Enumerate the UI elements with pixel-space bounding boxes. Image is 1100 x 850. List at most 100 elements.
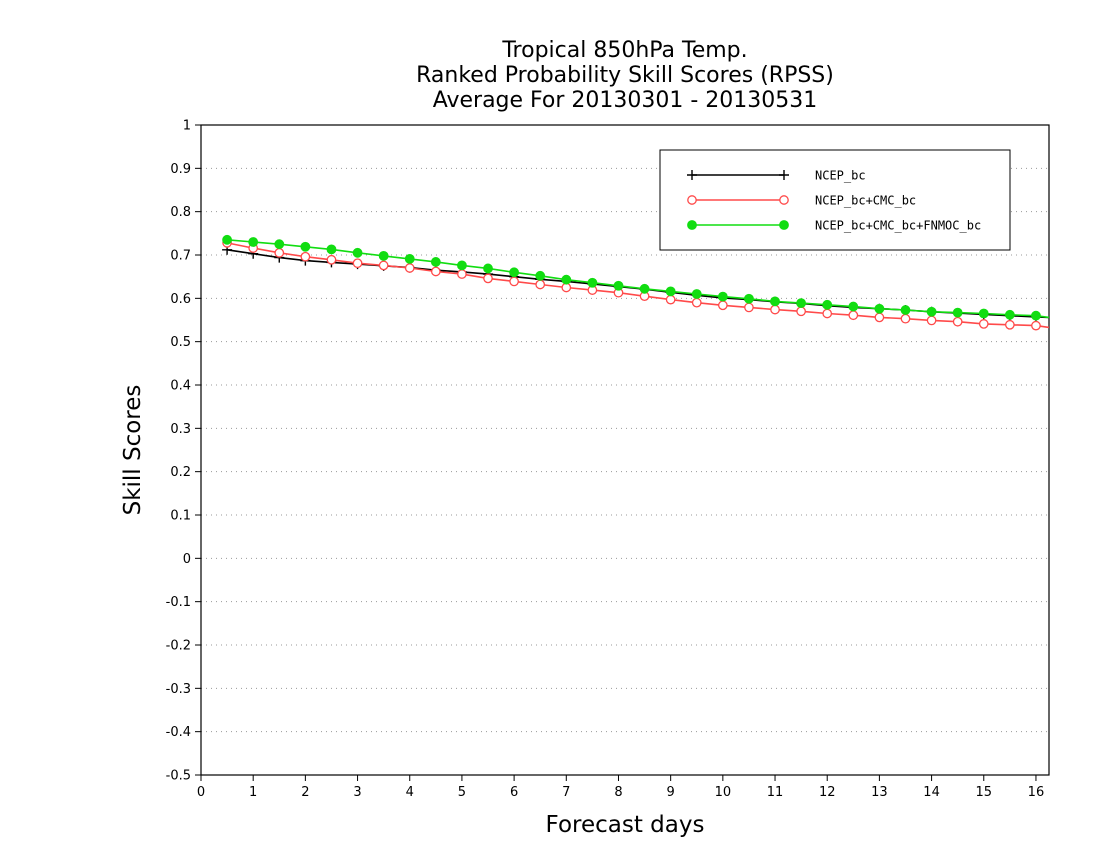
y-tick-label: 0.6	[170, 292, 191, 307]
chart-title-line-1: Tropical 850hPa Temp.	[501, 38, 747, 63]
data-point	[717, 291, 728, 302]
y-tick-label: -0.5	[166, 769, 191, 784]
y-tick-label: 0.4	[170, 379, 191, 394]
data-point	[900, 313, 911, 324]
data-point	[687, 195, 697, 205]
x-tick-label: 16	[1028, 785, 1045, 800]
data-point	[848, 301, 859, 312]
legend-item: NCEP_bc+CMC_bc	[687, 194, 916, 208]
y-tick-label: -0.2	[166, 639, 191, 654]
legend-item: NCEP_bc	[687, 169, 866, 183]
y-axis: -0.5 -0.4 -0.3 -0.2 -0.1 0 0.1 0.2 0.3 0.4 0.5 0.6 0…	[166, 119, 201, 784]
data-point	[822, 308, 833, 319]
x-tick-label: 15	[975, 785, 992, 800]
data-point	[326, 244, 337, 255]
series-3	[222, 234, 1050, 321]
data-point	[900, 305, 911, 315]
legend-label: NCEP_bc+CMC_bc+FNMOC_bc	[815, 219, 981, 233]
data-point	[535, 270, 546, 281]
data-point	[457, 260, 467, 271]
data-point	[404, 254, 415, 264]
data-point	[926, 315, 937, 326]
data-point	[822, 299, 833, 310]
x-tick-label: 9	[667, 785, 675, 800]
data-point	[874, 303, 885, 314]
x-tick-label: 7	[562, 785, 570, 800]
x-axis-label: Forecast days	[546, 812, 705, 838]
data-point	[378, 260, 389, 271]
series-1	[222, 244, 1050, 322]
legend-label: NCEP_bc+CMC_bc	[815, 194, 916, 208]
data-point	[952, 307, 963, 318]
data-point	[779, 195, 789, 205]
x-tick-label: 6	[510, 785, 518, 800]
data-point	[430, 266, 441, 277]
data-point	[848, 310, 859, 321]
data-point	[665, 286, 676, 297]
y-tick-label: 0.1	[170, 509, 191, 524]
data-point	[639, 283, 650, 294]
data-point	[535, 279, 546, 290]
data-point	[770, 304, 780, 315]
data-point	[300, 241, 311, 252]
data-point	[796, 298, 807, 309]
x-tick-label: 2	[301, 785, 309, 800]
data-point	[687, 170, 697, 180]
data-point	[687, 220, 697, 230]
data-point	[874, 312, 885, 323]
data-point	[326, 254, 337, 265]
data-point	[952, 316, 963, 327]
data-point	[779, 220, 789, 230]
data-point	[744, 302, 754, 313]
chart-title-line-3: Average For 20130301 - 20130531	[433, 88, 818, 113]
data-point	[483, 273, 493, 284]
y-tick-label: 0	[183, 552, 191, 567]
data-point	[274, 239, 285, 250]
data-point	[587, 277, 598, 288]
data-point	[779, 170, 789, 180]
y-tick-label: 0.8	[170, 205, 191, 220]
data-point	[926, 306, 937, 317]
x-tick-label: 10	[715, 785, 732, 800]
data-point	[665, 294, 676, 305]
data-point	[300, 251, 311, 262]
x-tick-label: 3	[353, 785, 361, 800]
data-point	[509, 267, 520, 278]
x-tick-label: 13	[871, 785, 888, 800]
data-point	[483, 263, 493, 274]
data-point	[1031, 320, 1041, 331]
x-tick-label: 4	[406, 785, 414, 800]
series-2	[222, 238, 1050, 331]
data-point	[352, 258, 363, 269]
x-axis: 0 1 2 3 4 5 6 7 8 9 10 11 12 13 14 15 16	[197, 775, 1044, 800]
x-tick-label: 8	[614, 785, 622, 800]
x-tick-label: 5	[458, 785, 466, 800]
y-tick-label: 0.2	[170, 465, 191, 480]
data-point	[274, 247, 285, 258]
data-point	[1031, 310, 1041, 321]
data-point	[744, 293, 754, 304]
y-tick-label: 1	[183, 119, 191, 134]
data-point	[796, 306, 806, 317]
data-point	[770, 296, 780, 307]
x-tick-label: 1	[249, 785, 257, 800]
data-point	[248, 237, 259, 247]
data-point	[613, 280, 624, 291]
legend-item: NCEP_bc+CMC_bc+FNMOC_bc	[687, 219, 981, 233]
y-axis-label: Skill Scores	[120, 385, 146, 516]
data-point	[404, 263, 415, 273]
data-point	[352, 247, 363, 258]
data-point	[1005, 319, 1015, 330]
data-point	[378, 250, 389, 261]
series-line	[226, 249, 1050, 319]
y-tick-label: 0.5	[170, 335, 191, 350]
x-tick-label: 0	[197, 785, 205, 800]
chart-title: Tropical 850hPa Temp. Ranked Probability…	[416, 38, 834, 113]
plot-area-frame	[200, 124, 1050, 776]
series-line	[226, 242, 1050, 329]
series-line	[227, 239, 1050, 319]
data-point	[691, 297, 702, 308]
data-point	[430, 257, 441, 267]
y-tick-label: -0.1	[166, 595, 191, 610]
